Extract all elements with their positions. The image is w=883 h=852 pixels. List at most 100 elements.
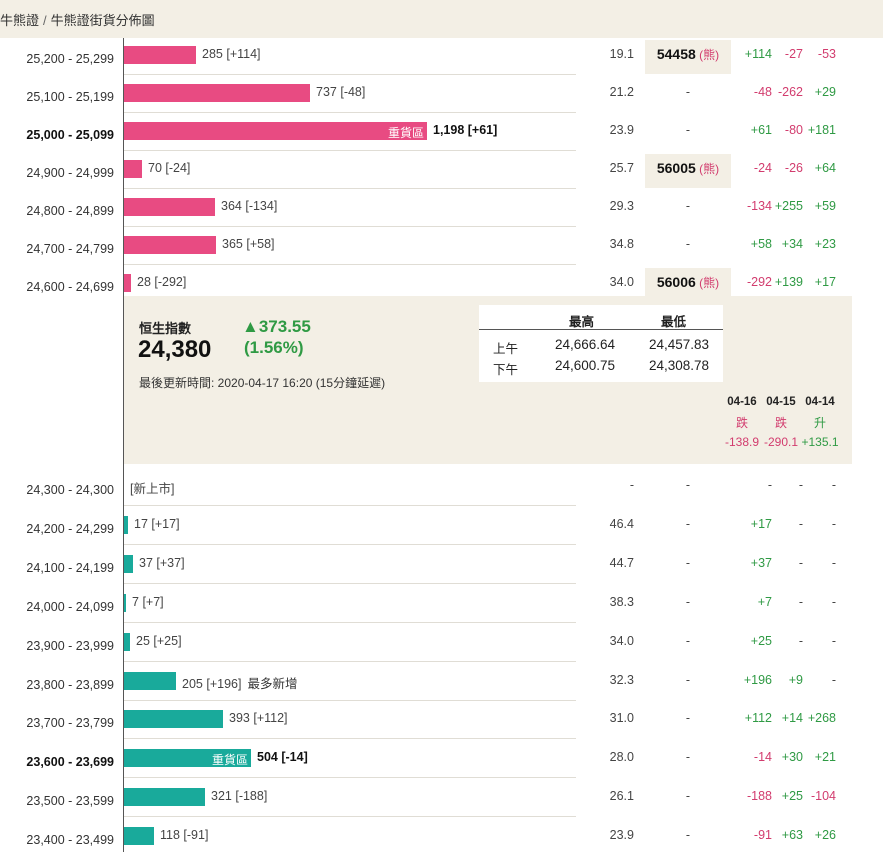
breadcrumb-current: 牛熊證街貨分佈圖 (50, 13, 155, 28)
price-range: 23,900 - 23,999 (26, 638, 114, 653)
row-divider (124, 777, 576, 779)
table-row: 23,500 - 23,599 321 [-188] 26.1 - -188 +25 -10… (0, 782, 883, 820)
history-date: 04-16 (727, 396, 757, 408)
volume-bar (124, 710, 223, 729)
daily-change: +9 (788, 672, 803, 687)
table-row: 24,000 - 24,099 7 [+7] 38.3 - +7 - - (0, 588, 883, 626)
daily-change: - (798, 555, 803, 570)
count-delta: [-48] (340, 85, 366, 99)
am-low: 24,457.83 (648, 337, 709, 352)
daily-change: - (767, 478, 772, 492)
daily-change: +7 (757, 594, 772, 609)
volume-bar (124, 198, 215, 216)
warrant-code: - (645, 821, 731, 852)
table-row: 25,000 - 25,099 重貨區 1,198 [+61] 23.9 - +61 -80… (0, 116, 883, 154)
warrant-code: - (645, 230, 731, 264)
count-value: 1,198 (433, 123, 465, 137)
heavy-zone-label: 重貨區 (387, 126, 424, 140)
code-value: - (685, 478, 691, 492)
ratio-value: 44.7 (609, 555, 634, 570)
count-value: 364 (221, 199, 242, 213)
row-divider (124, 660, 576, 662)
outstanding-count: 364 [-134] (221, 199, 277, 213)
code-value[interactable]: 56005 (656, 160, 696, 176)
daily-change: - (831, 555, 836, 570)
warrant-code[interactable]: 56005 (熊) (645, 154, 731, 188)
volume-bar (124, 593, 126, 612)
price-range: 24,700 - 24,799 (26, 242, 114, 256)
row-divider (124, 188, 576, 189)
volume-bar (124, 827, 154, 846)
daily-change: +30 (781, 750, 803, 765)
daily-change: +114 (744, 47, 772, 61)
daily-change: -91 (753, 828, 772, 843)
volume-bar (124, 236, 216, 254)
code-value: - (685, 789, 691, 804)
count-delta: [-188] (235, 789, 268, 804)
code-value: - (685, 711, 691, 726)
daily-change: -27 (784, 47, 803, 61)
am-high: 24,666.64 (554, 337, 615, 352)
pm-high: 24,600.75 (554, 358, 615, 373)
row-divider (124, 112, 576, 113)
warrant-code[interactable]: 54458 (熊) (645, 40, 731, 74)
price-range: 24,900 - 24,999 (26, 166, 114, 180)
history-column: 04-15 跌 -290.1 (761, 396, 801, 449)
price-range: 24,000 - 24,099 (26, 599, 114, 614)
code-value[interactable]: 54458 (656, 46, 696, 62)
count-delta: [+112] (253, 711, 288, 726)
history-column: 04-14 升 +135.1 (800, 396, 840, 449)
row-divider (124, 543, 576, 545)
outstanding-count: 285 [+114] (202, 47, 261, 61)
volume-bar (124, 274, 131, 292)
daily-change: +181 (807, 123, 836, 137)
price-range: 24,300 - 24,300 (26, 483, 114, 497)
index-change: ▲373.55 (242, 317, 311, 336)
count-delta: [+25] (153, 633, 182, 648)
price-range: 25,200 - 25,299 (26, 52, 114, 66)
outstanding-count: 365 [+58] (222, 237, 275, 251)
count-delta: [+196] (206, 676, 242, 691)
ratio-value: 38.3 (609, 594, 634, 609)
count-value: 25 (136, 633, 150, 648)
daily-change: -292 (746, 275, 772, 289)
daily-change: - (798, 516, 803, 531)
table-row: 24,100 - 24,199 37 [+37] 44.7 - +37 - - (0, 549, 883, 587)
daily-change: +25 (750, 633, 772, 648)
bear-tag: (熊) (695, 276, 720, 290)
ratio-value: 28.0 (609, 750, 634, 765)
outstanding-count: 504 [-14] (257, 750, 308, 764)
row-divider (124, 226, 576, 227)
count-delta: [+114] (226, 47, 261, 61)
table-row: 24,300 - 24,300 [新上市] - - - - - (0, 471, 883, 509)
count-delta: [+7] (142, 594, 164, 609)
daily-change: +23 (814, 237, 836, 251)
code-value[interactable]: 56006 (656, 274, 696, 290)
volume-bar (124, 632, 130, 651)
warrant-code: - (645, 743, 731, 777)
volume-bar (124, 160, 142, 178)
count-delta: [-292] (154, 275, 187, 289)
outstanding-count: 118 [-91] (160, 828, 208, 842)
ratio-value: 23.9 (609, 123, 634, 137)
table-row: 24,200 - 24,299 17 [+17] 46.4 - +17 - - (0, 510, 883, 548)
daily-change: -188 (746, 789, 772, 804)
row-divider (124, 582, 576, 584)
bear-tag-text: 熊 (703, 48, 716, 62)
count-delta: [+37] (156, 555, 185, 570)
ratio-value: 21.2 (609, 85, 634, 99)
daily-change: - (831, 633, 836, 648)
row-divider (124, 816, 576, 818)
warrant-code: - (645, 510, 731, 544)
daily-change: -26 (784, 161, 803, 175)
outstanding-count: 205 [+196] 最多新增 (182, 673, 297, 692)
count-value: 285 (202, 47, 223, 61)
outstanding-count: 37 [+37] (139, 556, 185, 570)
row-divider (124, 699, 576, 701)
price-range: 24,800 - 24,899 (26, 204, 114, 218)
breadcrumb-parent-link[interactable]: 牛熊證 (0, 13, 40, 28)
daily-change: -104 (810, 789, 836, 804)
volume-bar (124, 788, 205, 807)
code-value: - (685, 199, 691, 213)
outstanding-count: 7 [+7] (132, 595, 164, 609)
